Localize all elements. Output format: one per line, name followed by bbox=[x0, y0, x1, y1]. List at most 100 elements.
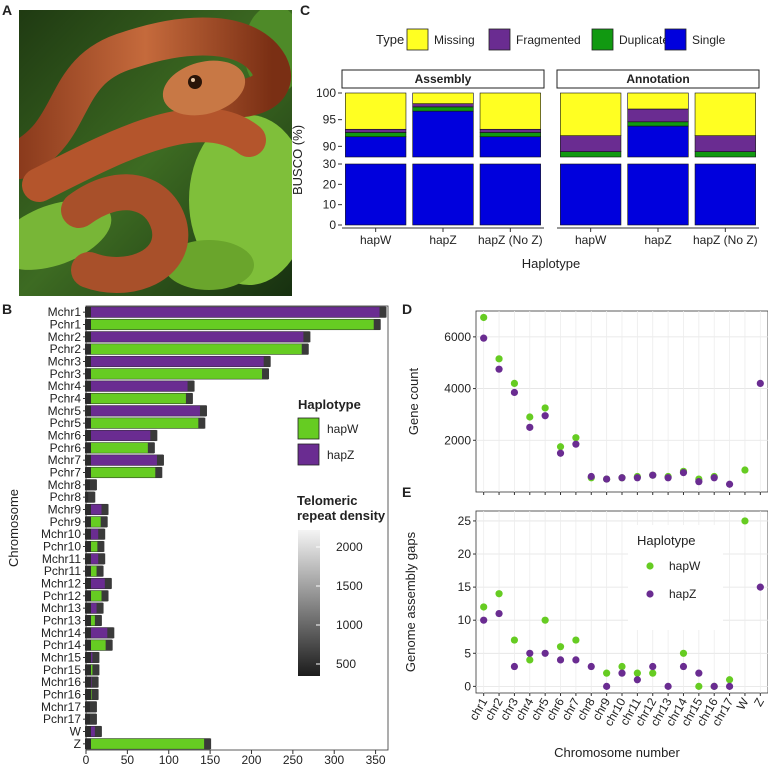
colorbar-tick-label: 500 bbox=[336, 657, 356, 671]
telomere-end-Mchr12 bbox=[104, 578, 112, 589]
telomere-start-Pchr5 bbox=[85, 417, 91, 429]
telomere-start-Mchr16 bbox=[85, 676, 91, 688]
e-y-tick-label: 15 bbox=[458, 580, 472, 594]
e-point-hapW-chr2 bbox=[495, 590, 503, 598]
telomere-end-Mchr1 bbox=[379, 306, 387, 318]
legend-b-title: Haplotype bbox=[298, 397, 361, 412]
bar-Mchr1 bbox=[85, 306, 386, 318]
e-point-hapW-chr4 bbox=[526, 656, 534, 664]
d-point-hapZ-Z bbox=[756, 379, 764, 387]
telomere-end-Pchr6 bbox=[147, 442, 155, 454]
e-x-tick-label: W bbox=[734, 695, 752, 712]
bar-segment-fragmented bbox=[627, 108, 689, 123]
bar-Mchr2 bbox=[85, 331, 310, 343]
telomere-end-Mchr3 bbox=[263, 356, 271, 367]
d-point-hapZ-chr9 bbox=[603, 475, 611, 483]
d-point-hapZ-chr8 bbox=[587, 472, 595, 481]
bar-Mchr7 bbox=[85, 454, 164, 466]
e-y-tick-label: 5 bbox=[464, 646, 471, 660]
legend-e-box bbox=[628, 525, 723, 630]
y-tick-label: Pchr11 bbox=[44, 564, 81, 578]
telomere-start-Pchr16 bbox=[85, 689, 91, 700]
bar-segment-duplicate bbox=[412, 106, 474, 112]
e-point-hapW-chr7 bbox=[572, 636, 580, 644]
bar-segment-missing bbox=[560, 92, 622, 136]
telomere-end-Pchr14 bbox=[105, 639, 113, 651]
bar-segment-single bbox=[412, 110, 474, 158]
d-point-hapW-W bbox=[741, 466, 749, 474]
telomere-start-Pchr10 bbox=[85, 541, 91, 552]
telomere-end-Mchr2 bbox=[303, 331, 311, 343]
telomere-end-Mchr10 bbox=[98, 528, 106, 540]
e-point-hapW-chr14 bbox=[679, 649, 688, 657]
telomere-start-Mchr8 bbox=[85, 479, 91, 491]
panel-b-plot-area bbox=[85, 305, 389, 751]
bar-lower-hapZ (No Z) bbox=[694, 163, 756, 226]
d-point-hapZ-chr12 bbox=[649, 471, 657, 479]
telomere-start-Pchr15 bbox=[85, 664, 91, 676]
y-tick-label: Pchr2 bbox=[50, 342, 82, 356]
e-point-hapZ-chr15 bbox=[695, 669, 703, 677]
legend-c-label: Single bbox=[692, 33, 726, 47]
c-y-tick-label: 30 bbox=[323, 157, 337, 171]
y-tick-label: Pchr15 bbox=[43, 663, 81, 677]
telomere-end-Pchr8 bbox=[88, 491, 96, 503]
bar-segment-fragmented bbox=[412, 103, 474, 108]
bar-segment-duplicate bbox=[560, 151, 622, 158]
x-tick-label: 50 bbox=[121, 753, 135, 767]
facet-strip-label: Annotation bbox=[626, 72, 689, 86]
legend-e-swatch-hapW bbox=[646, 562, 654, 570]
y-tick-label: Mchr5 bbox=[48, 404, 82, 418]
c-x-tick-label: hapZ bbox=[429, 233, 456, 247]
e-point-hapZ-chr12 bbox=[649, 662, 657, 671]
x-tick-label: 350 bbox=[366, 753, 386, 767]
y-tick-label: Mchr6 bbox=[48, 429, 82, 443]
telomere-start-Pchr12 bbox=[85, 590, 91, 602]
y-tick-label: Mchr17 bbox=[41, 700, 81, 714]
snake-photo bbox=[19, 10, 292, 296]
y-tick-label: Pchr14 bbox=[43, 638, 81, 652]
telomere-start-Mchr2 bbox=[85, 331, 91, 343]
y-tick-label: Pchr12 bbox=[43, 589, 81, 603]
x-tick-label: 100 bbox=[159, 753, 179, 767]
telomere-end-Mchr15 bbox=[92, 652, 100, 663]
legend-c-title: Type bbox=[376, 32, 404, 47]
panel-label-e: E bbox=[402, 484, 411, 500]
d-point-hapZ-chr2 bbox=[495, 365, 503, 373]
telomere-end-Z bbox=[204, 738, 212, 750]
telomere-end-Pchr12 bbox=[101, 590, 109, 602]
telomere-start-Mchr1 bbox=[85, 306, 91, 318]
e-point-hapZ-chr14 bbox=[679, 662, 688, 671]
y-tick-label: Mchr10 bbox=[41, 527, 81, 541]
c-y-axis-label: BUSCO (%) bbox=[290, 125, 305, 195]
telomere-start-Pchr6 bbox=[85, 442, 91, 454]
d-point-hapZ-chr3 bbox=[510, 388, 519, 397]
e-point-hapZ-chr17 bbox=[725, 682, 734, 690]
telomere-end-Pchr5 bbox=[198, 417, 206, 429]
y-tick-label: Mchr14 bbox=[41, 626, 81, 640]
y-tick-label: Pchr6 bbox=[50, 441, 82, 455]
e-point-hapW-chr15 bbox=[695, 682, 703, 690]
y-tick-label: W bbox=[70, 725, 82, 739]
telomere-start-Z bbox=[85, 738, 91, 750]
e-point-hapZ-chr4 bbox=[526, 649, 534, 657]
telomere-start-Mchr17 bbox=[85, 701, 91, 713]
c-x-tick-label: hapZ bbox=[644, 233, 671, 247]
y-tick-label: Mchr12 bbox=[41, 577, 81, 591]
legend-c-label: Missing bbox=[434, 33, 475, 47]
bar-Mchr4 bbox=[85, 380, 194, 392]
bar-Pchr7 bbox=[85, 466, 162, 479]
telomere-end-Pchr10 bbox=[97, 541, 105, 552]
e-point-hapZ-chr9 bbox=[603, 682, 611, 690]
bar-Z bbox=[85, 738, 211, 750]
bar-lower-hapZ (No Z) bbox=[479, 163, 541, 226]
d-point-hapW-chr5 bbox=[541, 404, 549, 412]
telomere-end-Pchr3 bbox=[262, 368, 270, 380]
telomere-start-Mchr15 bbox=[85, 652, 91, 663]
panel-label-c: C bbox=[300, 2, 310, 18]
telomere-end-Pchr15 bbox=[92, 664, 100, 676]
bar-Pchr2 bbox=[85, 343, 308, 355]
telomere-end-Mchr4 bbox=[187, 380, 195, 392]
telomere-start-Mchr6 bbox=[85, 430, 91, 441]
